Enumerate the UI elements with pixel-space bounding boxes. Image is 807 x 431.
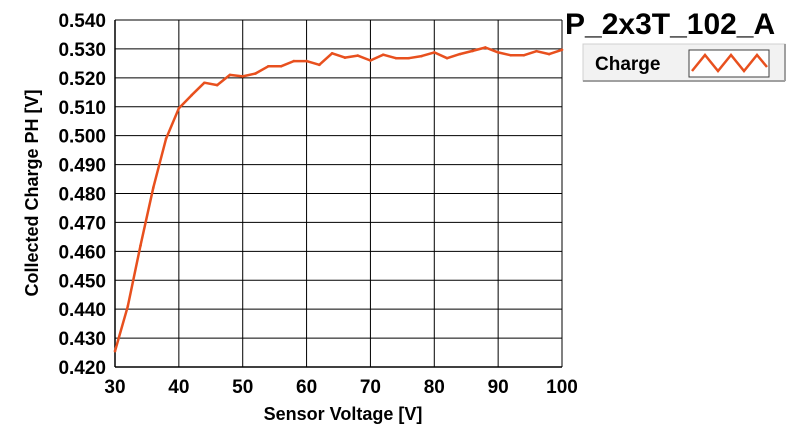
data-point xyxy=(343,56,347,59)
y-tick-label: 0.450 xyxy=(58,271,106,292)
data-point xyxy=(215,83,219,87)
data-point xyxy=(407,56,411,60)
legend-label-charge: Charge xyxy=(595,54,660,75)
x-tick-label: 70 xyxy=(360,377,381,398)
legend-swatch-charge xyxy=(691,53,768,73)
y-tick-label: 0.530 xyxy=(58,40,106,61)
legend-swatch-box xyxy=(688,49,770,78)
legend: Charge xyxy=(582,43,786,82)
y-tick-label: 0.470 xyxy=(58,213,106,234)
data-point xyxy=(420,54,423,58)
data-point xyxy=(330,51,334,55)
y-tick-label: 0.540 xyxy=(58,11,106,32)
y-tick-label: 0.460 xyxy=(58,242,106,263)
data-point xyxy=(522,53,525,57)
data-point xyxy=(356,54,359,57)
series-points xyxy=(113,46,564,353)
x-tick-label: 50 xyxy=(232,377,253,398)
data-point xyxy=(152,186,155,190)
x-tick-label: 40 xyxy=(168,377,189,398)
y-tick-label: 0.520 xyxy=(58,69,106,90)
data-point xyxy=(547,52,551,56)
chart-title: P_2x3T_102_A xyxy=(565,8,775,41)
data-point xyxy=(266,64,270,68)
y-tick-label: 0.430 xyxy=(58,329,106,350)
data-point xyxy=(177,106,181,110)
x-tick-label: 60 xyxy=(296,377,317,398)
data-point xyxy=(471,49,474,53)
data-point xyxy=(458,52,462,56)
data-point xyxy=(228,73,232,77)
data-point xyxy=(535,49,538,53)
data-point xyxy=(126,304,130,308)
data-point xyxy=(369,59,372,62)
data-point xyxy=(203,81,206,85)
y-tick-label: 0.440 xyxy=(58,300,106,321)
y-tick-label: 0.480 xyxy=(58,185,106,206)
data-point xyxy=(381,53,385,56)
x-tick-label: 30 xyxy=(104,377,125,398)
data-point xyxy=(113,349,117,353)
data-point xyxy=(139,244,142,247)
data-point xyxy=(318,63,321,67)
data-point xyxy=(432,51,436,54)
data-point xyxy=(484,46,487,49)
data-point xyxy=(254,72,257,75)
data-point xyxy=(241,75,245,78)
data-point xyxy=(509,53,513,57)
series-line-charge xyxy=(113,46,563,352)
y-tick-label: 0.490 xyxy=(58,156,106,177)
data-point xyxy=(496,51,500,54)
data-point xyxy=(279,64,283,68)
data-point xyxy=(560,48,564,52)
y-tick-label: 0.500 xyxy=(58,127,106,148)
data-point xyxy=(164,137,168,140)
y-tick-label: 0.420 xyxy=(58,358,106,379)
data-point xyxy=(394,56,398,60)
x-tick-label: 100 xyxy=(546,377,578,398)
y-axis-title: Collected Charge PH [V] xyxy=(22,89,42,296)
x-axis-title: Sensor Voltage [V] xyxy=(264,404,423,424)
data-point xyxy=(190,93,193,97)
x-tick-labels: 30 40 50 60 70 80 90 100 xyxy=(104,377,577,398)
x-tick-label: 80 xyxy=(424,377,445,398)
data-point xyxy=(445,56,449,60)
data-point xyxy=(305,59,308,63)
data-point xyxy=(292,59,296,63)
y-tick-label: 0.510 xyxy=(58,98,106,119)
x-tick-label: 90 xyxy=(488,377,509,398)
y-tick-labels: 0.420 0.430 0.440 0.450 0.460 0.470 0.480 0.490… xyxy=(58,11,106,379)
